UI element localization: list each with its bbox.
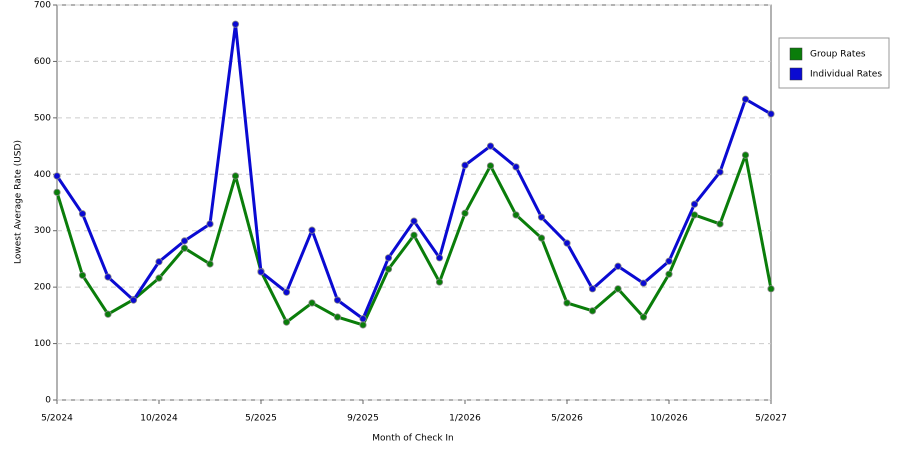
data-point xyxy=(53,172,61,180)
y-tick-label: 0 xyxy=(45,396,51,406)
data-point xyxy=(614,262,622,270)
y-tick-label: 400 xyxy=(34,170,51,180)
data-point xyxy=(359,315,367,323)
data-point xyxy=(333,296,342,304)
data-point xyxy=(639,313,648,321)
legend-box xyxy=(778,37,890,89)
y-tick-label: 500 xyxy=(34,113,51,123)
data-point xyxy=(410,231,418,239)
data-point xyxy=(155,258,163,266)
data-point xyxy=(384,254,393,262)
data-point xyxy=(741,95,750,103)
data-point xyxy=(206,260,214,268)
data-point xyxy=(716,220,724,228)
data-point xyxy=(333,313,342,321)
data-point xyxy=(282,288,291,296)
data-point xyxy=(767,110,775,118)
data-point xyxy=(257,268,265,276)
y-tick-label: 300 xyxy=(34,226,51,236)
data-point xyxy=(206,220,214,228)
x-tick-label: 9/2025 xyxy=(347,414,379,424)
x-tick-label: 5/2025 xyxy=(245,414,277,424)
data-point xyxy=(231,20,240,28)
data-point xyxy=(410,217,418,225)
y-tick-label: 700 xyxy=(34,1,51,11)
data-point xyxy=(512,211,520,219)
data-point xyxy=(129,296,138,304)
data-point xyxy=(461,161,469,169)
data-point xyxy=(78,210,87,218)
data-point xyxy=(308,226,316,234)
data-point xyxy=(180,244,189,252)
x-axis-label: Month of Check In xyxy=(372,434,454,444)
data-point xyxy=(512,163,520,171)
legend-label: Group Rates xyxy=(810,50,866,60)
y-tick-label: 100 xyxy=(34,339,51,349)
data-point xyxy=(435,254,444,262)
data-point xyxy=(563,239,571,247)
data-point xyxy=(614,285,622,293)
data-point xyxy=(180,237,189,245)
legend-label: Individual Rates xyxy=(810,70,882,80)
data-point xyxy=(665,257,673,265)
legend-swatch xyxy=(789,67,803,81)
y-tick-label: 200 xyxy=(34,283,51,293)
data-point xyxy=(741,151,750,159)
data-point xyxy=(767,285,775,293)
data-point xyxy=(155,274,163,282)
data-point xyxy=(435,278,444,286)
data-point xyxy=(53,188,61,196)
data-point xyxy=(563,299,571,307)
x-tick-label: 1/2026 xyxy=(449,414,481,424)
data-point xyxy=(282,318,291,326)
data-point xyxy=(537,234,546,242)
data-point xyxy=(104,273,112,281)
data-point xyxy=(104,310,112,318)
x-tick-label: 10/2026 xyxy=(650,414,688,424)
data-point xyxy=(359,321,367,329)
plot-area xyxy=(56,4,772,401)
data-point xyxy=(588,285,597,293)
legend-swatch xyxy=(789,47,803,61)
data-point xyxy=(537,213,546,221)
data-point xyxy=(78,271,87,279)
data-point xyxy=(588,307,597,315)
x-tick-label: 5/2026 xyxy=(551,414,583,424)
data-point xyxy=(486,142,495,150)
data-point xyxy=(690,200,699,208)
x-tick-label: 5/2027 xyxy=(755,414,787,424)
y-axis-label: Lowest Average Rate (USD) xyxy=(14,140,24,264)
data-point xyxy=(665,270,673,278)
y-tick-label: 600 xyxy=(34,57,51,67)
x-tick-label: 10/2024 xyxy=(140,414,178,424)
data-point xyxy=(461,209,469,217)
data-point xyxy=(308,299,316,307)
data-point xyxy=(231,172,240,180)
data-point xyxy=(486,162,495,170)
data-point xyxy=(716,168,724,176)
x-tick-label: 5/2024 xyxy=(41,414,73,424)
data-point xyxy=(639,279,648,287)
